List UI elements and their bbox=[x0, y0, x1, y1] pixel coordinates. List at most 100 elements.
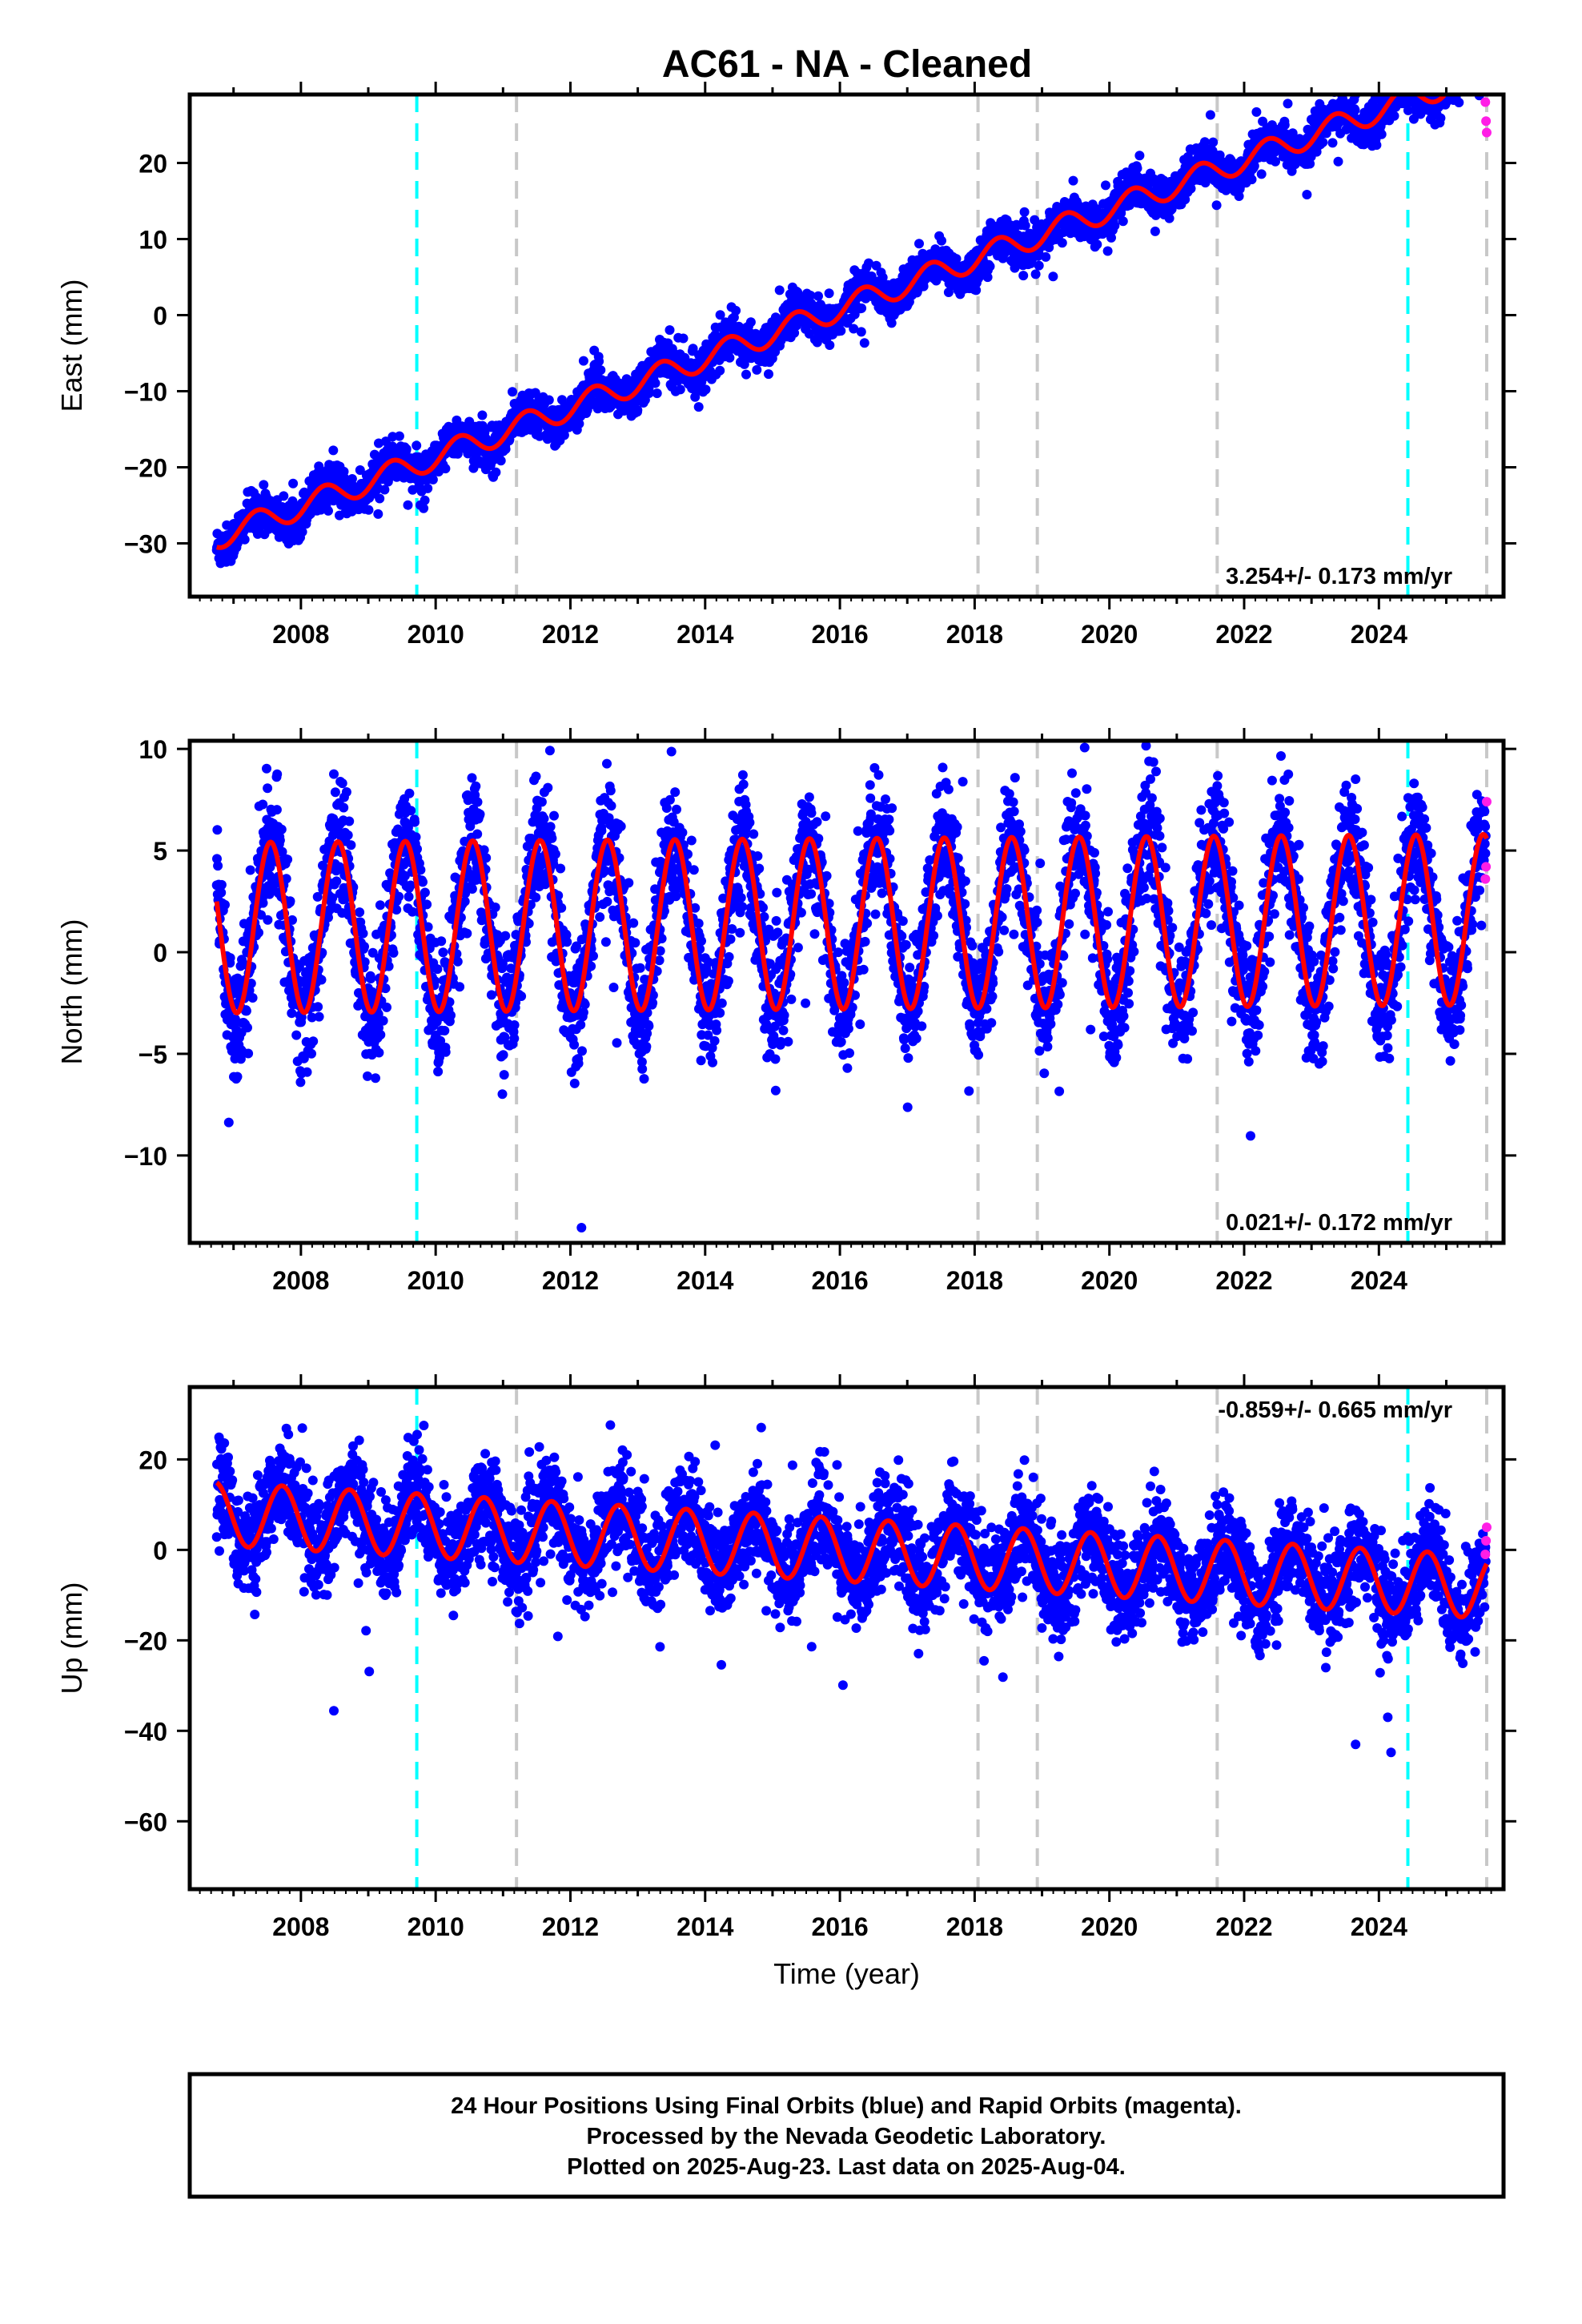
data-point bbox=[1469, 56, 1479, 66]
data-point bbox=[1443, 61, 1452, 70]
data-point bbox=[1450, 78, 1460, 88]
data-point bbox=[1474, 46, 1484, 55]
data-point bbox=[1456, 74, 1465, 84]
data-point bbox=[1453, 67, 1463, 77]
data-point bbox=[1439, 78, 1448, 88]
data-point bbox=[1092, 239, 1102, 250]
data-point bbox=[1446, 78, 1456, 88]
data-point bbox=[1388, 76, 1398, 86]
data-point bbox=[1438, 77, 1447, 86]
data-point bbox=[1464, 58, 1473, 67]
data-point bbox=[232, 538, 243, 549]
data-point bbox=[1461, 54, 1471, 63]
data-point bbox=[1471, 63, 1480, 73]
data-point bbox=[263, 783, 273, 794]
data-point bbox=[1472, 76, 1482, 86]
data-point bbox=[291, 1030, 302, 1040]
data-point bbox=[263, 915, 273, 925]
data-point bbox=[1150, 226, 1160, 236]
data-point bbox=[1402, 76, 1411, 86]
data-point bbox=[1030, 269, 1041, 279]
data-point bbox=[1460, 41, 1470, 50]
data-point bbox=[1395, 84, 1405, 94]
data-point bbox=[1478, 80, 1488, 90]
data-point bbox=[1460, 79, 1469, 89]
data-point bbox=[1399, 53, 1408, 62]
north-panel: 2008 2010 2012 2014 2016 2018 2020 2022 2024−10−… bbox=[55, 728, 1516, 1295]
data-point bbox=[1460, 71, 1470, 81]
data-point bbox=[741, 369, 751, 380]
x-tick-label: 2024 bbox=[1351, 620, 1407, 649]
data-point bbox=[652, 388, 662, 399]
data-point bbox=[330, 787, 340, 798]
data-point bbox=[752, 364, 762, 375]
data-point bbox=[1476, 78, 1485, 88]
data-point bbox=[1068, 175, 1078, 186]
x-tick-label: 2016 bbox=[811, 620, 868, 649]
data-point bbox=[1440, 73, 1450, 82]
data-point bbox=[1398, 84, 1407, 94]
data-point bbox=[1458, 54, 1468, 63]
data-point bbox=[1460, 63, 1469, 73]
data-point bbox=[297, 527, 307, 537]
data-point bbox=[1048, 271, 1058, 282]
data-point bbox=[1451, 78, 1460, 88]
data-point bbox=[337, 778, 347, 789]
data-point bbox=[1477, 60, 1487, 70]
data-point bbox=[1407, 78, 1416, 88]
data-point bbox=[401, 444, 412, 454]
data-point bbox=[379, 485, 390, 495]
data-point bbox=[731, 305, 741, 316]
data-point bbox=[1439, 72, 1449, 82]
data-point bbox=[1412, 84, 1422, 94]
data-point bbox=[323, 505, 333, 516]
data-point bbox=[1446, 82, 1456, 92]
panel-frame bbox=[187, 92, 1506, 599]
data-point bbox=[665, 325, 675, 336]
data-point bbox=[1466, 54, 1476, 64]
data-point bbox=[1473, 52, 1483, 62]
data-point bbox=[1388, 78, 1398, 87]
data-point bbox=[1441, 73, 1451, 82]
rapid-orbit-point bbox=[1481, 116, 1492, 127]
data-point bbox=[259, 480, 269, 490]
data-point bbox=[1451, 84, 1460, 94]
data-point bbox=[1403, 59, 1412, 69]
data-point bbox=[1429, 83, 1439, 93]
data-point bbox=[1480, 66, 1490, 75]
data-point bbox=[1208, 137, 1219, 147]
data-point bbox=[1397, 83, 1407, 93]
data-point bbox=[245, 865, 255, 875]
data-point bbox=[1452, 59, 1462, 69]
data-point bbox=[859, 338, 869, 348]
data-point bbox=[276, 824, 287, 834]
y-tick-label: 20 bbox=[139, 150, 167, 179]
data-point bbox=[1447, 73, 1457, 82]
data-point bbox=[1408, 63, 1418, 73]
data-point bbox=[1411, 81, 1421, 90]
data-point bbox=[1448, 83, 1458, 93]
data-point bbox=[243, 1048, 254, 1059]
data-point bbox=[1371, 140, 1382, 151]
data-point bbox=[1470, 58, 1480, 68]
data-point bbox=[813, 291, 823, 301]
data-point bbox=[1444, 70, 1454, 80]
data-point bbox=[1452, 74, 1462, 84]
data-point bbox=[373, 509, 383, 519]
plot-area bbox=[211, 741, 1492, 1243]
data-point bbox=[1472, 58, 1481, 68]
data-point bbox=[477, 410, 488, 420]
data-point bbox=[288, 478, 299, 489]
data-point bbox=[1435, 113, 1446, 123]
data-point bbox=[1393, 66, 1403, 76]
data-point bbox=[440, 464, 451, 474]
data-point bbox=[1057, 238, 1067, 248]
data-point bbox=[1463, 66, 1472, 75]
data-point bbox=[1465, 48, 1475, 58]
data-point bbox=[419, 503, 429, 513]
data-point bbox=[1475, 58, 1484, 67]
data-point bbox=[1473, 67, 1483, 77]
data-point bbox=[1455, 70, 1464, 80]
data-point bbox=[1034, 260, 1044, 271]
data-point bbox=[1467, 37, 1476, 46]
